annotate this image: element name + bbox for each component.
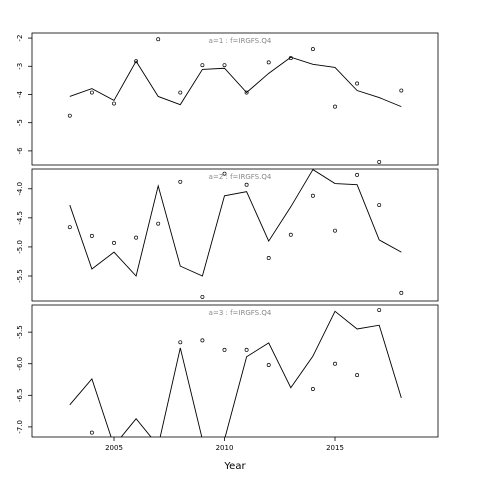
point [377, 203, 382, 208]
point [333, 361, 337, 366]
point [288, 56, 293, 61]
series-line [69, 56, 402, 108]
y-tick-label: -7.0 [16, 420, 24, 434]
point [222, 63, 227, 68]
point [266, 256, 271, 260]
point [89, 90, 94, 95]
point [200, 294, 205, 299]
plot-area [67, 37, 404, 164]
point [377, 159, 382, 164]
point [67, 225, 72, 230]
point [178, 179, 183, 184]
series-line [69, 169, 402, 277]
point [266, 60, 271, 65]
panel-frame [31, 304, 439, 438]
point [112, 240, 116, 245]
point [134, 235, 139, 240]
y-tick-label: -4 [16, 90, 24, 98]
point [310, 387, 315, 391]
x-tick-label: 2005 [105, 444, 123, 452]
point [222, 171, 227, 176]
point [355, 373, 360, 378]
point [244, 182, 249, 187]
panel-frame [31, 168, 439, 302]
panel-frame [31, 32, 439, 166]
y-tick-label: -5.5 [16, 325, 24, 339]
panel-title: a=1 : f=IRGFS.Q4 [209, 37, 272, 45]
point [156, 37, 161, 42]
x-tick-label: 2015 [326, 444, 344, 452]
point [288, 232, 293, 237]
point [200, 338, 205, 343]
point [244, 90, 249, 95]
plot-area [69, 308, 402, 437]
y-tick-label: -5.0 [16, 240, 24, 254]
y-tick-label: -6.5 [16, 388, 24, 402]
x-tick-label: 2010 [216, 444, 234, 452]
y-tick-label: -3 [16, 63, 24, 70]
point [89, 233, 94, 238]
series-line [69, 310, 402, 437]
point [244, 347, 249, 352]
point [200, 63, 205, 68]
point [399, 290, 404, 295]
y-tick-label: -2 [16, 35, 24, 42]
y-tick-label: -4.5 [16, 211, 24, 225]
point [310, 47, 315, 52]
plot-area [67, 169, 404, 299]
point [134, 59, 139, 64]
point [178, 340, 183, 345]
point [377, 308, 382, 313]
point [310, 193, 315, 198]
x-axis-label: Year [223, 461, 246, 472]
point [355, 81, 360, 86]
y-tick-label: -4.0 [16, 182, 24, 196]
y-tick-label: -5 [16, 119, 24, 126]
y-tick-label: -5.5 [16, 269, 24, 283]
y-tick-label: -6.0 [16, 357, 24, 371]
point [178, 90, 183, 95]
panel-title: a=2 : f=IRGFS.Q4 [209, 173, 272, 181]
point [156, 221, 161, 226]
point [67, 113, 72, 118]
point [333, 228, 337, 233]
point [355, 172, 360, 177]
point [266, 363, 271, 367]
y-tick-label: -6 [16, 147, 24, 155]
panel-title: a=3 : f=IRGFS.Q4 [209, 309, 272, 317]
point [333, 104, 337, 109]
point [112, 101, 116, 106]
point [222, 347, 227, 352]
point [89, 430, 94, 435]
point [399, 88, 404, 93]
